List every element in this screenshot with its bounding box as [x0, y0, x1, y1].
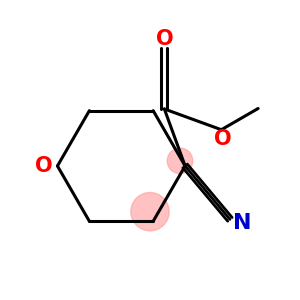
Text: O: O [156, 29, 173, 49]
Text: O: O [34, 156, 52, 176]
Text: N: N [233, 213, 252, 232]
Circle shape [167, 148, 193, 174]
Circle shape [131, 193, 169, 231]
Text: O: O [214, 129, 231, 149]
